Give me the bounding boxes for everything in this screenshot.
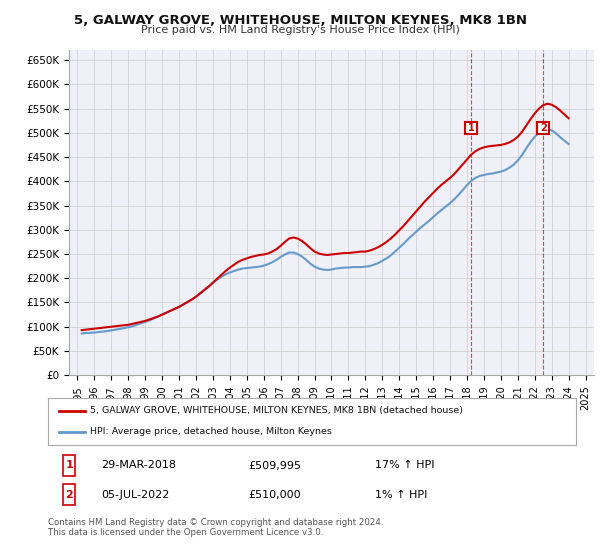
Text: 5, GALWAY GROVE, WHITEHOUSE, MILTON KEYNES, MK8 1BN: 5, GALWAY GROVE, WHITEHOUSE, MILTON KEYN… <box>74 14 527 27</box>
FancyBboxPatch shape <box>63 455 76 476</box>
Text: 1: 1 <box>468 123 475 133</box>
Text: £510,000: £510,000 <box>248 490 301 500</box>
Text: HPI: Average price, detached house, Milton Keynes: HPI: Average price, detached house, Milt… <box>90 427 332 436</box>
Text: 5, GALWAY GROVE, WHITEHOUSE, MILTON KEYNES, MK8 1BN (detached house): 5, GALWAY GROVE, WHITEHOUSE, MILTON KEYN… <box>90 407 463 416</box>
Text: 29-MAR-2018: 29-MAR-2018 <box>101 460 176 470</box>
Text: £509,995: £509,995 <box>248 460 302 470</box>
Text: Contains HM Land Registry data © Crown copyright and database right 2024.
This d: Contains HM Land Registry data © Crown c… <box>48 518 383 538</box>
Text: 05-JUL-2022: 05-JUL-2022 <box>101 490 169 500</box>
FancyBboxPatch shape <box>63 484 76 506</box>
Text: 17% ↑ HPI: 17% ↑ HPI <box>376 460 435 470</box>
Text: Price paid vs. HM Land Registry's House Price Index (HPI): Price paid vs. HM Land Registry's House … <box>140 25 460 35</box>
Text: 2: 2 <box>540 123 547 133</box>
Text: 1% ↑ HPI: 1% ↑ HPI <box>376 490 428 500</box>
Text: 2: 2 <box>65 490 73 500</box>
Text: 1: 1 <box>65 460 73 470</box>
